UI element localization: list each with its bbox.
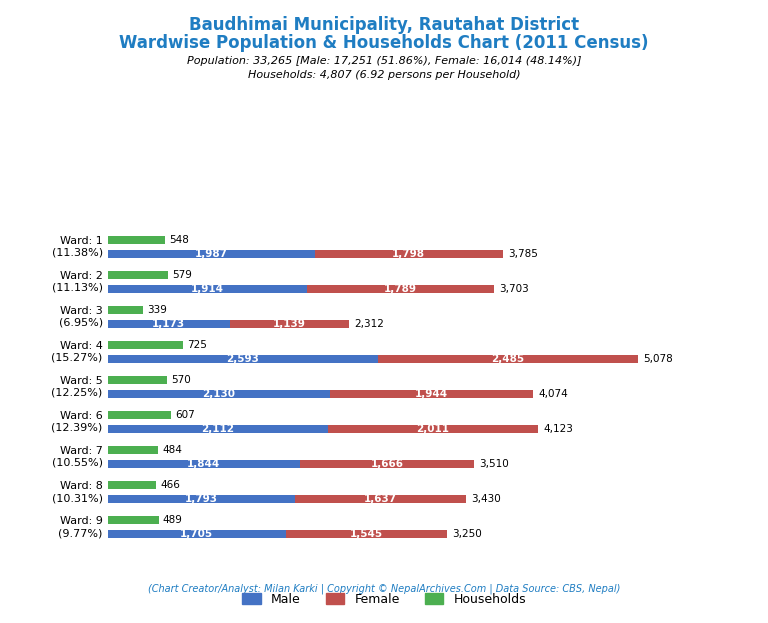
- Bar: [108, 530, 286, 538]
- Text: 570: 570: [171, 375, 191, 385]
- Text: 1,173: 1,173: [152, 319, 185, 329]
- Bar: [108, 390, 330, 398]
- Text: 1,798: 1,798: [392, 249, 425, 259]
- Bar: [300, 460, 474, 468]
- Text: Wardwise Population & Households Chart (2011 Census): Wardwise Population & Households Chart (…: [119, 34, 649, 52]
- Text: 1,666: 1,666: [370, 459, 403, 469]
- Bar: [108, 250, 315, 258]
- Text: 548: 548: [169, 235, 189, 245]
- Text: 1,987: 1,987: [195, 249, 228, 259]
- Text: 484: 484: [162, 445, 182, 455]
- Bar: [108, 411, 171, 419]
- Legend: Male, Female, Households: Male, Female, Households: [237, 587, 531, 611]
- Text: Population: 33,265 [Male: 17,251 (51.86%), Female: 16,014 (48.14%)]: Population: 33,265 [Male: 17,251 (51.86%…: [187, 56, 581, 66]
- Text: Households: 4,807 (6.92 persons per Household): Households: 4,807 (6.92 persons per Hous…: [248, 70, 520, 80]
- Text: 1,793: 1,793: [184, 494, 217, 504]
- Text: 4,123: 4,123: [543, 424, 573, 434]
- Bar: [328, 426, 538, 433]
- Text: 2,011: 2,011: [416, 424, 449, 434]
- Bar: [108, 516, 158, 524]
- Text: 339: 339: [147, 305, 167, 315]
- Text: 3,430: 3,430: [471, 494, 501, 504]
- Bar: [286, 530, 447, 538]
- Bar: [108, 446, 158, 454]
- Text: 3,250: 3,250: [452, 529, 482, 540]
- Text: 579: 579: [172, 270, 192, 280]
- Text: 1,844: 1,844: [187, 459, 220, 469]
- Bar: [108, 355, 378, 363]
- Text: (Chart Creator/Analyst: Milan Karki | Copyright © NepalArchives.Com | Data Sourc: (Chart Creator/Analyst: Milan Karki | Co…: [147, 584, 621, 594]
- Text: 2,485: 2,485: [492, 354, 525, 364]
- Text: 5,078: 5,078: [643, 354, 673, 364]
- Bar: [330, 390, 533, 398]
- Text: 4,074: 4,074: [538, 389, 568, 399]
- Text: 3,703: 3,703: [499, 284, 529, 294]
- Bar: [108, 285, 307, 293]
- Text: 466: 466: [161, 480, 180, 490]
- Text: 2,593: 2,593: [227, 354, 260, 364]
- Bar: [108, 460, 300, 468]
- Text: 1,789: 1,789: [384, 284, 417, 294]
- Bar: [108, 376, 167, 384]
- Text: 2,130: 2,130: [202, 389, 235, 399]
- Text: 2,112: 2,112: [201, 424, 234, 434]
- Text: 1,637: 1,637: [363, 494, 397, 504]
- Bar: [108, 482, 156, 489]
- Bar: [108, 495, 295, 503]
- Bar: [230, 320, 349, 328]
- Text: 1,914: 1,914: [191, 284, 224, 294]
- Text: 607: 607: [175, 410, 195, 420]
- Bar: [108, 236, 164, 244]
- Text: 2,312: 2,312: [354, 319, 384, 329]
- Text: 489: 489: [163, 515, 183, 525]
- Text: 1,944: 1,944: [415, 389, 448, 399]
- Text: 1,139: 1,139: [273, 319, 306, 329]
- Bar: [307, 285, 494, 293]
- Bar: [108, 426, 328, 433]
- Text: 725: 725: [187, 340, 207, 350]
- Bar: [108, 341, 184, 349]
- Bar: [108, 271, 168, 279]
- Text: Baudhimai Municipality, Rautahat District: Baudhimai Municipality, Rautahat Distric…: [189, 16, 579, 34]
- Bar: [108, 320, 230, 328]
- Bar: [315, 250, 503, 258]
- Text: 1,545: 1,545: [349, 529, 382, 540]
- Text: 3,785: 3,785: [508, 249, 538, 259]
- Text: 1,705: 1,705: [180, 529, 213, 540]
- Bar: [295, 495, 465, 503]
- Bar: [108, 307, 143, 314]
- Bar: [378, 355, 637, 363]
- Text: 3,510: 3,510: [479, 459, 509, 469]
